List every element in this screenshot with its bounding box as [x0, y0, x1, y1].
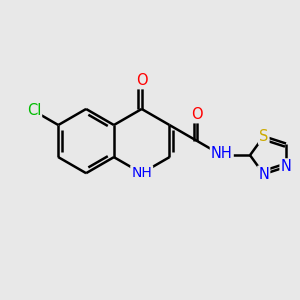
Text: NH: NH — [131, 166, 152, 180]
Text: O: O — [136, 73, 148, 88]
Text: NH: NH — [211, 146, 232, 161]
Text: S: S — [259, 129, 268, 144]
Text: N: N — [280, 159, 291, 174]
Text: O: O — [191, 107, 203, 122]
Text: N: N — [258, 167, 269, 182]
Text: Cl: Cl — [27, 103, 41, 118]
